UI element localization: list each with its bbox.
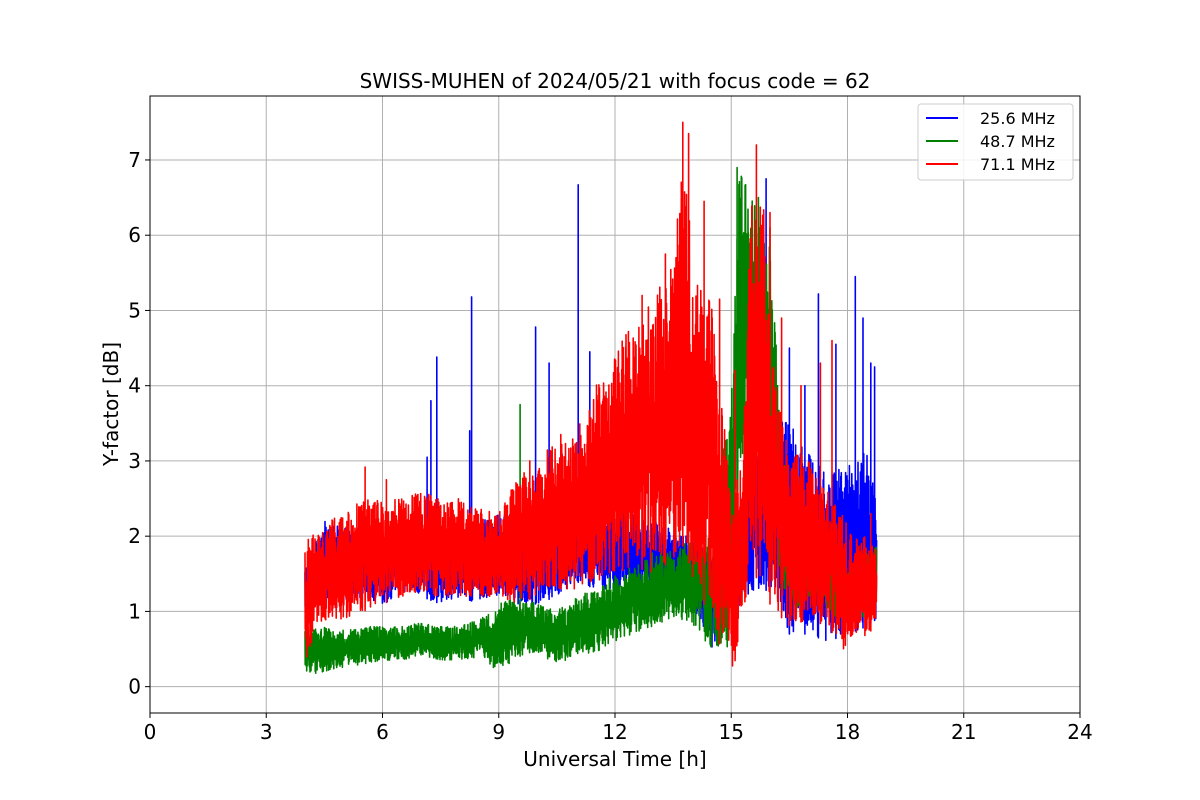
legend: 25.6 MHz 48.7 MHz 71.1 MHz (917, 103, 1074, 181)
y-tick-label: 6 (128, 223, 141, 247)
legend-label: 48.7 MHz (980, 132, 1055, 151)
y-tick-label: 1 (128, 599, 141, 623)
legend-label: 71.1 MHz (980, 155, 1055, 174)
x-tick-label: 21 (951, 720, 976, 744)
x-tick-label: 24 (1067, 720, 1092, 744)
x-axis-title: Universal Time [h] (523, 747, 706, 771)
chart-title: SWISS-MUHEN of 2024/05/21 with focus cod… (360, 69, 871, 93)
x-tick-label: 0 (144, 720, 157, 744)
y-tick-label: 0 (128, 675, 141, 699)
series-line-3 (304, 121, 878, 667)
y-tick-label: 5 (128, 298, 141, 322)
y-tick-label: 4 (128, 374, 141, 398)
y-tick-label: 2 (128, 524, 141, 548)
series-layer (304, 121, 878, 674)
x-tick-label: 15 (719, 720, 744, 744)
y-axis-title: Y-factor [dB] (99, 342, 123, 467)
x-tick-label: 6 (376, 720, 389, 744)
legend-box (917, 103, 1074, 181)
x-tick-label: 12 (602, 720, 627, 744)
x-tick-label: 9 (492, 720, 505, 744)
legend-label: 25.6 MHz (980, 109, 1055, 128)
x-tick-label: 3 (260, 720, 273, 744)
x-tick-label: 18 (835, 720, 860, 744)
y-tick-label: 3 (128, 449, 141, 473)
y-tick-label: 7 (128, 148, 141, 172)
